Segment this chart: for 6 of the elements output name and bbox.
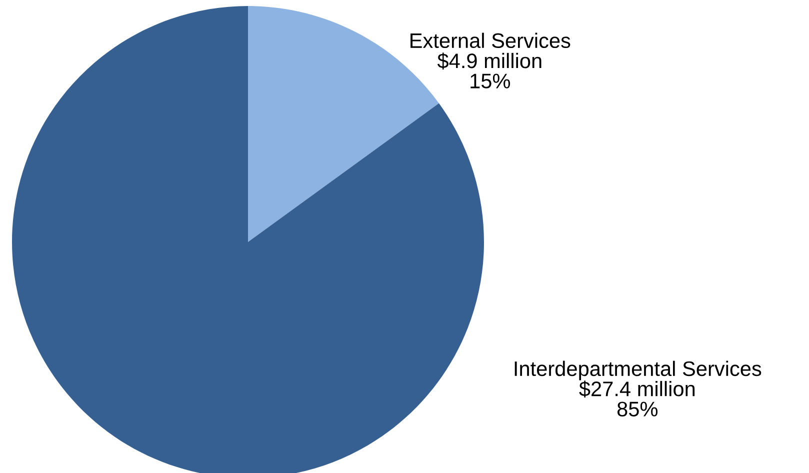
data-label: 15% [470, 74, 510, 88]
text: $4.9 million [437, 52, 542, 70]
text: $27.4 million [579, 380, 695, 398]
slice-label: Interdepartmental Services [514, 360, 762, 380]
slice-label: External Services [410, 32, 570, 48]
data-label: 85% [617, 402, 658, 416]
